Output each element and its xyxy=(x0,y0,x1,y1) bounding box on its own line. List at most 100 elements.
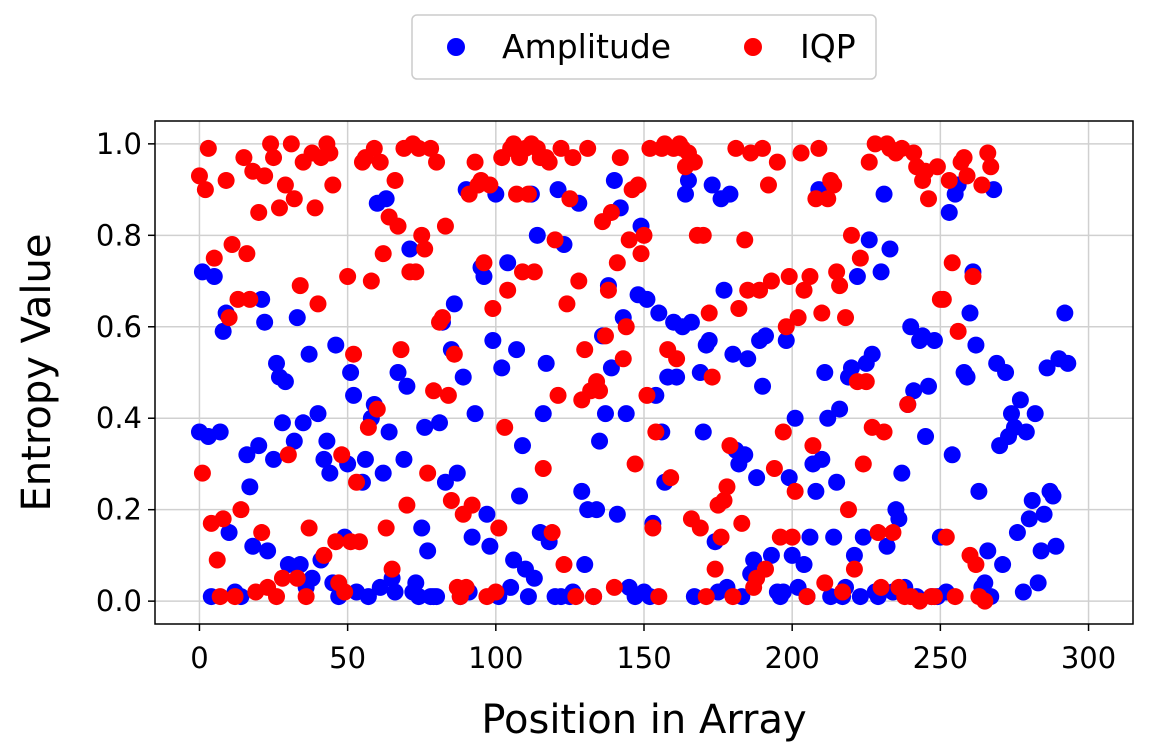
point-iqp xyxy=(546,231,564,249)
point-iqp xyxy=(309,295,327,313)
point-iqp xyxy=(279,446,297,464)
point-amplitude xyxy=(591,432,609,450)
point-iqp xyxy=(413,226,431,244)
point-iqp xyxy=(377,519,395,537)
point-iqp xyxy=(798,588,816,606)
point-iqp xyxy=(543,524,561,542)
point-amplitude xyxy=(499,254,517,272)
point-amplitude xyxy=(878,537,896,555)
point-iqp xyxy=(392,341,410,359)
point-iqp xyxy=(457,578,475,596)
point-iqp xyxy=(736,231,754,249)
point-amplitude xyxy=(920,377,938,395)
point-iqp xyxy=(585,588,603,606)
point-iqp xyxy=(564,149,582,167)
point-iqp xyxy=(765,460,783,478)
point-iqp xyxy=(771,528,789,546)
x-tick-label: 200 xyxy=(765,641,820,675)
point-amplitude xyxy=(757,327,775,345)
point-amplitude xyxy=(279,556,297,574)
point-iqp xyxy=(611,149,629,167)
point-amplitude xyxy=(863,345,881,363)
point-amplitude xyxy=(762,546,780,564)
point-amplitude xyxy=(1014,583,1032,601)
point-iqp xyxy=(943,254,961,272)
point-amplitude xyxy=(1011,391,1029,409)
x-axis-label: Position in Array xyxy=(481,697,806,743)
point-iqp xyxy=(368,400,386,418)
point-iqp xyxy=(567,588,585,606)
point-amplitude xyxy=(318,432,336,450)
point-iqp xyxy=(641,139,659,157)
y-tick-label: 1.0 xyxy=(96,127,142,161)
point-amplitude xyxy=(371,578,389,596)
point-amplitude xyxy=(1020,510,1038,528)
point-iqp xyxy=(208,551,226,569)
point-iqp xyxy=(220,309,238,327)
point-amplitude xyxy=(967,336,985,354)
point-iqp xyxy=(416,240,434,258)
point-iqp xyxy=(650,588,668,606)
point-iqp xyxy=(697,588,715,606)
point-iqp xyxy=(276,176,294,194)
point-iqp xyxy=(712,528,730,546)
point-iqp xyxy=(223,235,241,253)
point-iqp xyxy=(508,185,526,203)
point-iqp xyxy=(250,203,268,221)
point-iqp xyxy=(727,139,745,157)
point-amplitude xyxy=(854,528,872,546)
point-iqp xyxy=(632,245,650,263)
point-iqp xyxy=(825,176,843,194)
point-iqp xyxy=(398,496,416,514)
point-amplitude xyxy=(860,231,878,249)
point-iqp xyxy=(647,423,665,441)
point-iqp xyxy=(232,501,250,519)
point-amplitude xyxy=(410,588,428,606)
point-iqp xyxy=(629,176,647,194)
point-amplitude xyxy=(1059,354,1077,372)
point-amplitude xyxy=(970,482,988,500)
point-iqp xyxy=(238,245,256,263)
point-iqp xyxy=(866,135,884,153)
point-iqp xyxy=(804,437,822,455)
point-iqp xyxy=(700,304,718,322)
point-amplitude xyxy=(739,350,757,368)
point-amplitude xyxy=(1044,487,1062,505)
point-iqp xyxy=(199,139,217,157)
series-iqp xyxy=(190,135,1000,610)
point-iqp xyxy=(940,171,958,189)
point-iqp xyxy=(757,560,775,578)
point-amplitude xyxy=(431,414,449,432)
x-tick-label: 150 xyxy=(616,641,671,675)
point-iqp xyxy=(327,533,345,551)
point-iqp xyxy=(845,560,863,578)
point-amplitude xyxy=(309,405,327,423)
point-iqp xyxy=(964,267,982,285)
point-amplitude xyxy=(466,405,484,423)
point-amplitude xyxy=(416,418,434,436)
point-amplitude xyxy=(845,546,863,564)
point-iqp xyxy=(445,345,463,363)
point-iqp xyxy=(860,153,878,171)
point-amplitude xyxy=(211,423,229,441)
point-amplitude xyxy=(253,290,271,308)
point-amplitude xyxy=(685,588,703,606)
point-iqp xyxy=(555,556,573,574)
point-amplitude xyxy=(1047,537,1065,555)
point-iqp xyxy=(934,290,952,308)
point-iqp xyxy=(857,373,875,391)
point-iqp xyxy=(315,546,333,564)
point-amplitude xyxy=(259,542,277,560)
point-iqp xyxy=(193,464,211,482)
y-tick-label: 0.8 xyxy=(96,218,142,252)
legend-label-amplitude: Amplitude xyxy=(502,27,671,66)
point-iqp xyxy=(635,226,653,244)
point-iqp xyxy=(828,263,846,281)
point-iqp xyxy=(813,304,831,322)
legend-marker-iqp xyxy=(744,38,762,56)
point-amplitude xyxy=(395,450,413,468)
point-iqp xyxy=(875,423,893,441)
point-iqp xyxy=(345,345,363,363)
x-tick-label: 300 xyxy=(1061,641,1116,675)
point-iqp xyxy=(599,281,617,299)
